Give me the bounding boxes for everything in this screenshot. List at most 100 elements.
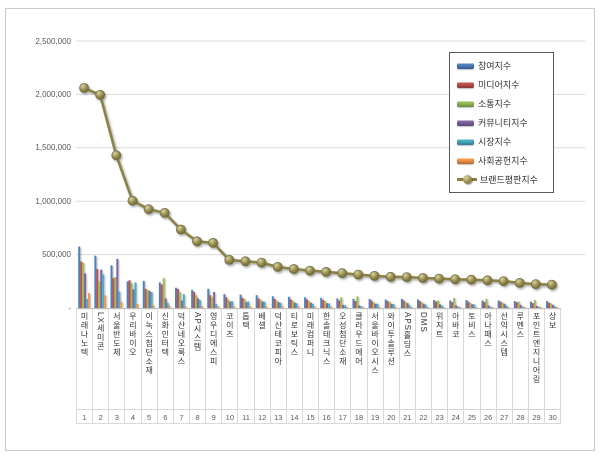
bar-s1-c20 xyxy=(384,299,387,308)
bar-s6-c2 xyxy=(104,295,107,308)
brand-index-marker-12 xyxy=(256,257,267,268)
x-axis-category-table: 미래나노텍 1 LX세미콘 2 서울반도체 3 우리바이오 4 이녹스첨단소재 5 신화인터텍 6 덕산… xyxy=(76,308,562,424)
bar-s4-c21 xyxy=(406,303,409,308)
bar-s5-c28 xyxy=(521,306,524,308)
bar-s1-c28 xyxy=(513,301,516,308)
category-rank: 23 xyxy=(432,409,448,424)
bar-s3-c21 xyxy=(404,302,407,308)
legend: 참여지수 미디어지수 소통지수 커뮤니티지수 시장지수 사회공헌지수 브랜드평판지수 xyxy=(449,52,554,193)
bar-s4-c3 xyxy=(116,258,119,308)
category-cell-5: 이녹스첨단소재 5 xyxy=(141,309,158,424)
bar-s2-c7 xyxy=(176,288,179,308)
bar-s3-c26 xyxy=(485,298,488,308)
category-label: 위지트 xyxy=(435,312,445,339)
y-tick-label: 500,000 xyxy=(42,250,71,260)
bar-s6-c21 xyxy=(410,306,413,308)
category-label: 와이투솔루션 xyxy=(386,312,396,366)
bar-s2-c20 xyxy=(386,301,389,308)
category-rank: 4 xyxy=(125,409,141,424)
legend-label: 브랜드평판지수 xyxy=(480,175,538,185)
bar-s5-c22 xyxy=(424,304,427,308)
bar-s3-c16 xyxy=(324,301,327,308)
category-cell-19: 서울바이오시스 19 xyxy=(367,309,384,424)
brand-index-marker-26 xyxy=(482,275,493,286)
brand-index-marker-19 xyxy=(369,270,380,281)
brand-index-marker-29 xyxy=(530,279,541,290)
bar-s5-c5 xyxy=(150,291,153,308)
category-rank: 16 xyxy=(319,409,335,424)
bar-s5-c2 xyxy=(102,274,105,308)
legend-item-3: 소통지수 xyxy=(457,95,553,112)
bar-s4-c10 xyxy=(229,301,232,308)
y-tick-label: 1,000,000 xyxy=(35,196,71,206)
bar-s1-c22 xyxy=(417,299,419,308)
bar-s6-c17 xyxy=(346,306,349,308)
category-label: APS홀딩스 xyxy=(402,312,412,359)
bar-s2-c19 xyxy=(370,300,373,308)
bar-s6-c1 xyxy=(87,293,90,308)
bar-s1-c18 xyxy=(352,298,355,308)
bar-s3-c30 xyxy=(549,303,552,308)
category-cell-30: 상보 30 xyxy=(545,309,562,424)
bar-s2-c1 xyxy=(80,261,83,308)
category-label: 오성첨단소재 xyxy=(338,312,348,366)
bar-s5-c16 xyxy=(328,303,330,308)
legend-label: 참여지수 xyxy=(478,61,512,71)
brand-index-marker-10 xyxy=(224,254,235,265)
legend-label: 사회공헌지수 xyxy=(478,156,528,166)
legend-swatch-bar xyxy=(457,157,474,164)
bar-s3-c24 xyxy=(453,297,456,308)
bar-s4-c20 xyxy=(390,303,393,308)
bar-s6-c6 xyxy=(168,305,171,308)
bar-s2-c25 xyxy=(467,301,470,308)
category-rank: 3 xyxy=(109,409,125,424)
category-rank: 14 xyxy=(286,409,302,424)
bar-s1-c21 xyxy=(400,298,403,308)
bar-s6-c18 xyxy=(362,306,365,308)
bar-s1-c19 xyxy=(368,298,371,308)
bar-s4-c6 xyxy=(164,298,167,308)
category-label: 한솔테크닉스 xyxy=(322,312,332,366)
bar-s4-c19 xyxy=(374,303,377,308)
bar-s1-c5 xyxy=(142,280,145,308)
bar-s4-c13 xyxy=(277,302,280,308)
bar-s6-c4 xyxy=(136,303,139,308)
category-rank: 24 xyxy=(448,409,464,424)
category-cell-29: 포인트엔지니어링 29 xyxy=(528,309,546,424)
category-label: 아바코 xyxy=(451,312,461,339)
category-rank: 5 xyxy=(141,409,157,424)
category-label: 톱텍 xyxy=(241,312,251,330)
bar-s2-c26 xyxy=(483,302,486,308)
legend-item-5: 시장지수 xyxy=(457,133,553,150)
bar-s2-c2 xyxy=(96,269,99,308)
bar-s6-c3 xyxy=(120,301,123,308)
bar-s4-c16 xyxy=(326,303,329,308)
bar-s5-c8 xyxy=(198,299,201,308)
bar-s1-c10 xyxy=(223,294,226,308)
brand-index-marker-23 xyxy=(434,273,444,284)
bar-s2-c17 xyxy=(338,300,341,308)
bar-s3-c17 xyxy=(340,297,343,308)
brand-index-marker-3 xyxy=(111,150,122,161)
bar-s2-c21 xyxy=(402,300,405,308)
bar-s6-c10 xyxy=(233,306,236,308)
bar-s5-c29 xyxy=(537,306,540,308)
bar-s5-c25 xyxy=(473,304,476,308)
category-cell-8: AP시스템 8 xyxy=(189,309,207,424)
category-cell-2: LX세미콘 2 xyxy=(93,309,110,424)
legend-swatch-bar xyxy=(457,138,474,145)
bar-s6-c19 xyxy=(378,306,381,308)
bar-s6-c14 xyxy=(297,306,300,308)
bar-s3-c29 xyxy=(533,299,536,308)
bar-s6-c13 xyxy=(281,306,284,308)
legend-swatch-bar xyxy=(457,62,474,69)
bar-s2-c23 xyxy=(435,301,438,308)
bar-s2-c9 xyxy=(209,295,212,308)
bar-s2-c14 xyxy=(289,299,292,308)
bar-s3-c22 xyxy=(420,302,423,308)
category-cell-23: 위지트 23 xyxy=(432,309,449,424)
y-tick-label: - xyxy=(68,303,71,313)
bar-s1-c12 xyxy=(255,295,258,308)
brand-index-marker-16 xyxy=(321,266,331,277)
